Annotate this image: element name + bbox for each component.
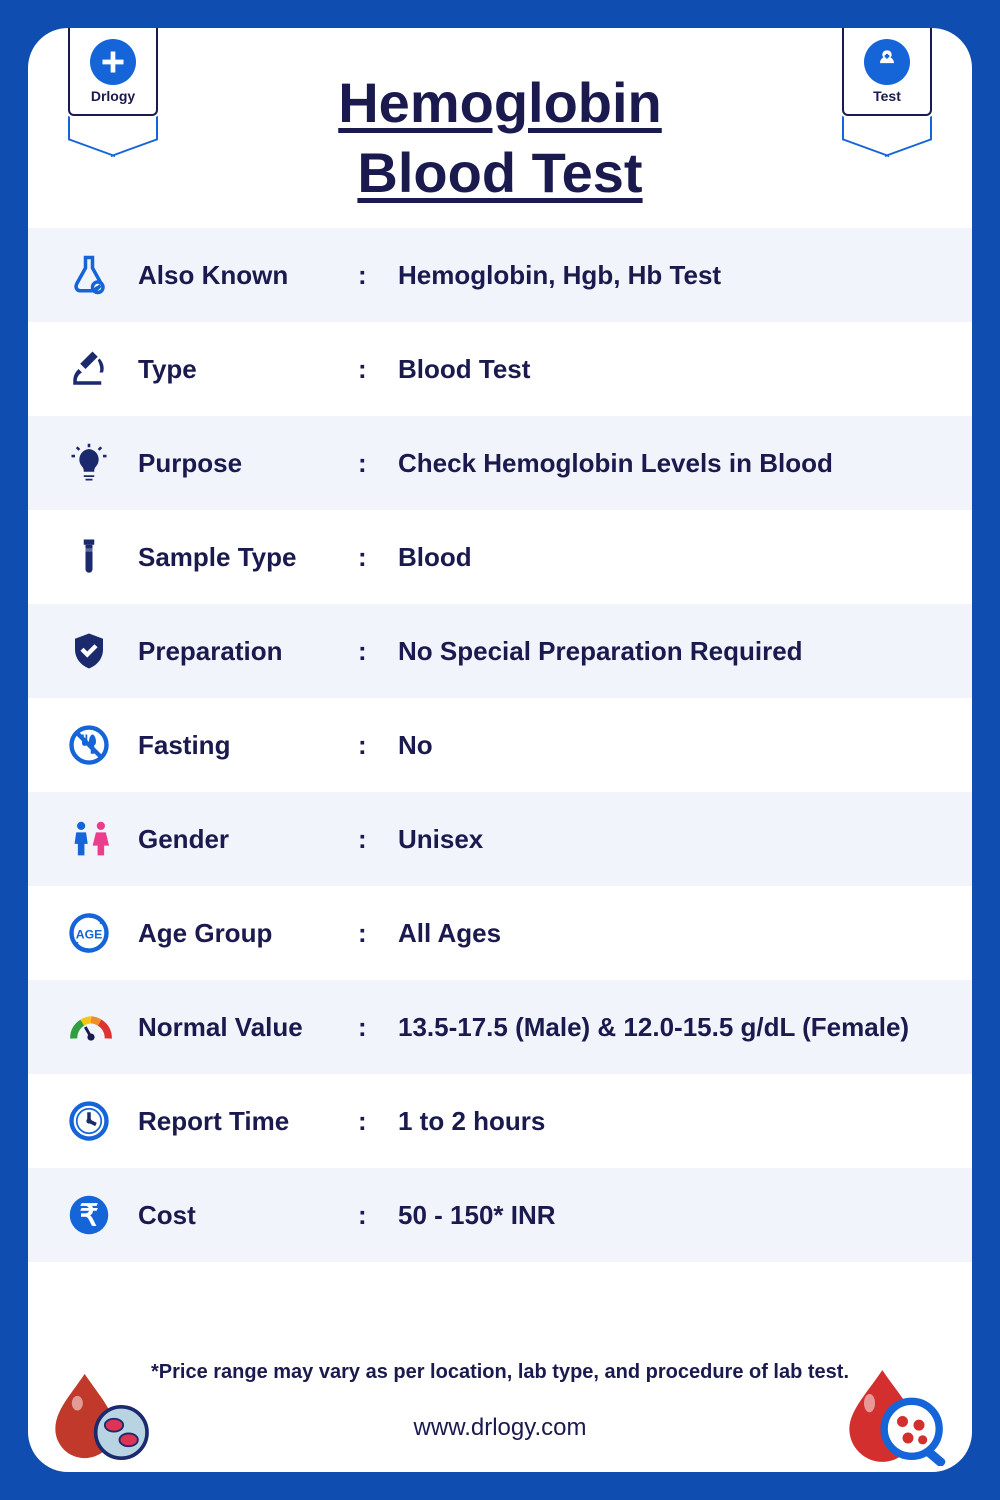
label: Preparation xyxy=(138,636,358,667)
row-also-known: Also Known : Hemoglobin, Hgb, Hb Test xyxy=(28,228,972,322)
gauge-icon xyxy=(68,1009,138,1045)
badge-right-label: Test xyxy=(873,88,901,104)
lightbulb-icon xyxy=(68,442,138,484)
value: Blood xyxy=(398,542,932,573)
test-tube-icon xyxy=(68,536,138,578)
colon: : xyxy=(358,918,398,949)
footer-url: www.drlogy.com xyxy=(414,1414,587,1441)
blood-drop-magnifier-icon xyxy=(842,1366,952,1466)
rupee-icon: ₹ xyxy=(68,1194,138,1236)
label: Report Time xyxy=(138,1106,358,1137)
label: Cost xyxy=(138,1200,358,1231)
value: All Ages xyxy=(398,918,932,949)
header: Drlogy Test HemoglobinBlood Test xyxy=(28,28,972,228)
row-type: Type : Blood Test xyxy=(28,322,972,416)
svg-text:₹: ₹ xyxy=(80,1200,99,1233)
shield-check-icon xyxy=(68,630,138,672)
svg-text:AGE: AGE xyxy=(76,927,103,941)
row-preparation: Preparation : No Special Preparation Req… xyxy=(28,604,972,698)
value: No Special Preparation Required xyxy=(398,636,932,667)
row-purpose: Purpose : Check Hemoglobin Levels in Blo… xyxy=(28,416,972,510)
label: Fasting xyxy=(138,730,358,761)
blood-drop-cells-icon xyxy=(48,1366,158,1466)
plus-icon xyxy=(90,39,136,85)
flask-icon xyxy=(68,254,138,296)
label: Sample Type xyxy=(138,542,358,573)
badge-left-label: Drlogy xyxy=(91,88,135,104)
label: Also Known xyxy=(138,260,358,291)
row-normal-value: Normal Value : 13.5-17.5 (Male) & 12.0-1… xyxy=(28,980,972,1074)
value: 13.5-17.5 (Male) & 12.0-15.5 g/dL (Femal… xyxy=(398,1012,932,1043)
colon: : xyxy=(358,542,398,573)
colon: : xyxy=(358,730,398,761)
value: Unisex xyxy=(398,824,932,855)
row-fasting: Fasting : No xyxy=(28,698,972,792)
colon: : xyxy=(358,448,398,479)
row-report-time: Report Time : 1 to 2 hours xyxy=(28,1074,972,1168)
value: 50 - 150* INR xyxy=(398,1200,932,1231)
row-sample-type: Sample Type : Blood xyxy=(28,510,972,604)
value: 1 to 2 hours xyxy=(398,1106,932,1137)
value: Blood Test xyxy=(398,354,932,385)
label: Purpose xyxy=(138,448,358,479)
label: Normal Value xyxy=(138,1012,358,1043)
age-icon: AGE xyxy=(68,912,138,954)
colon: : xyxy=(358,1012,398,1043)
footer: www.drlogy.com xyxy=(28,1384,972,1472)
value: Hemoglobin, Hgb, Hb Test xyxy=(398,260,932,291)
label: Age Group xyxy=(138,918,358,949)
colon: : xyxy=(358,260,398,291)
value: No xyxy=(398,730,932,761)
row-gender: Gender : Unisex xyxy=(28,792,972,886)
label: Gender xyxy=(138,824,358,855)
row-cost: ₹ Cost : 50 - 150* INR xyxy=(28,1168,972,1262)
value: Check Hemoglobin Levels in Blood xyxy=(398,448,932,479)
hands-plus-icon xyxy=(864,39,910,85)
clock-icon xyxy=(68,1100,138,1142)
page-title: HemoglobinBlood Test xyxy=(338,68,662,208)
colon: : xyxy=(358,636,398,667)
colon: : xyxy=(358,824,398,855)
row-age-group: AGE Age Group : All Ages xyxy=(28,886,972,980)
colon: : xyxy=(358,1200,398,1231)
no-food-icon xyxy=(68,724,138,766)
info-card: Drlogy Test HemoglobinBlood Test Also Kn… xyxy=(28,28,972,1472)
colon: : xyxy=(358,1106,398,1137)
colon: : xyxy=(358,354,398,385)
badge-test: Test xyxy=(842,28,932,138)
footnote: *Price range may vary as per location, l… xyxy=(28,1347,972,1384)
label: Type xyxy=(138,354,358,385)
microscope-icon xyxy=(68,348,138,390)
gender-icon xyxy=(68,818,138,860)
info-rows: Also Known : Hemoglobin, Hgb, Hb Test Ty… xyxy=(28,228,972,1347)
badge-drlogy: Drlogy xyxy=(68,28,158,138)
